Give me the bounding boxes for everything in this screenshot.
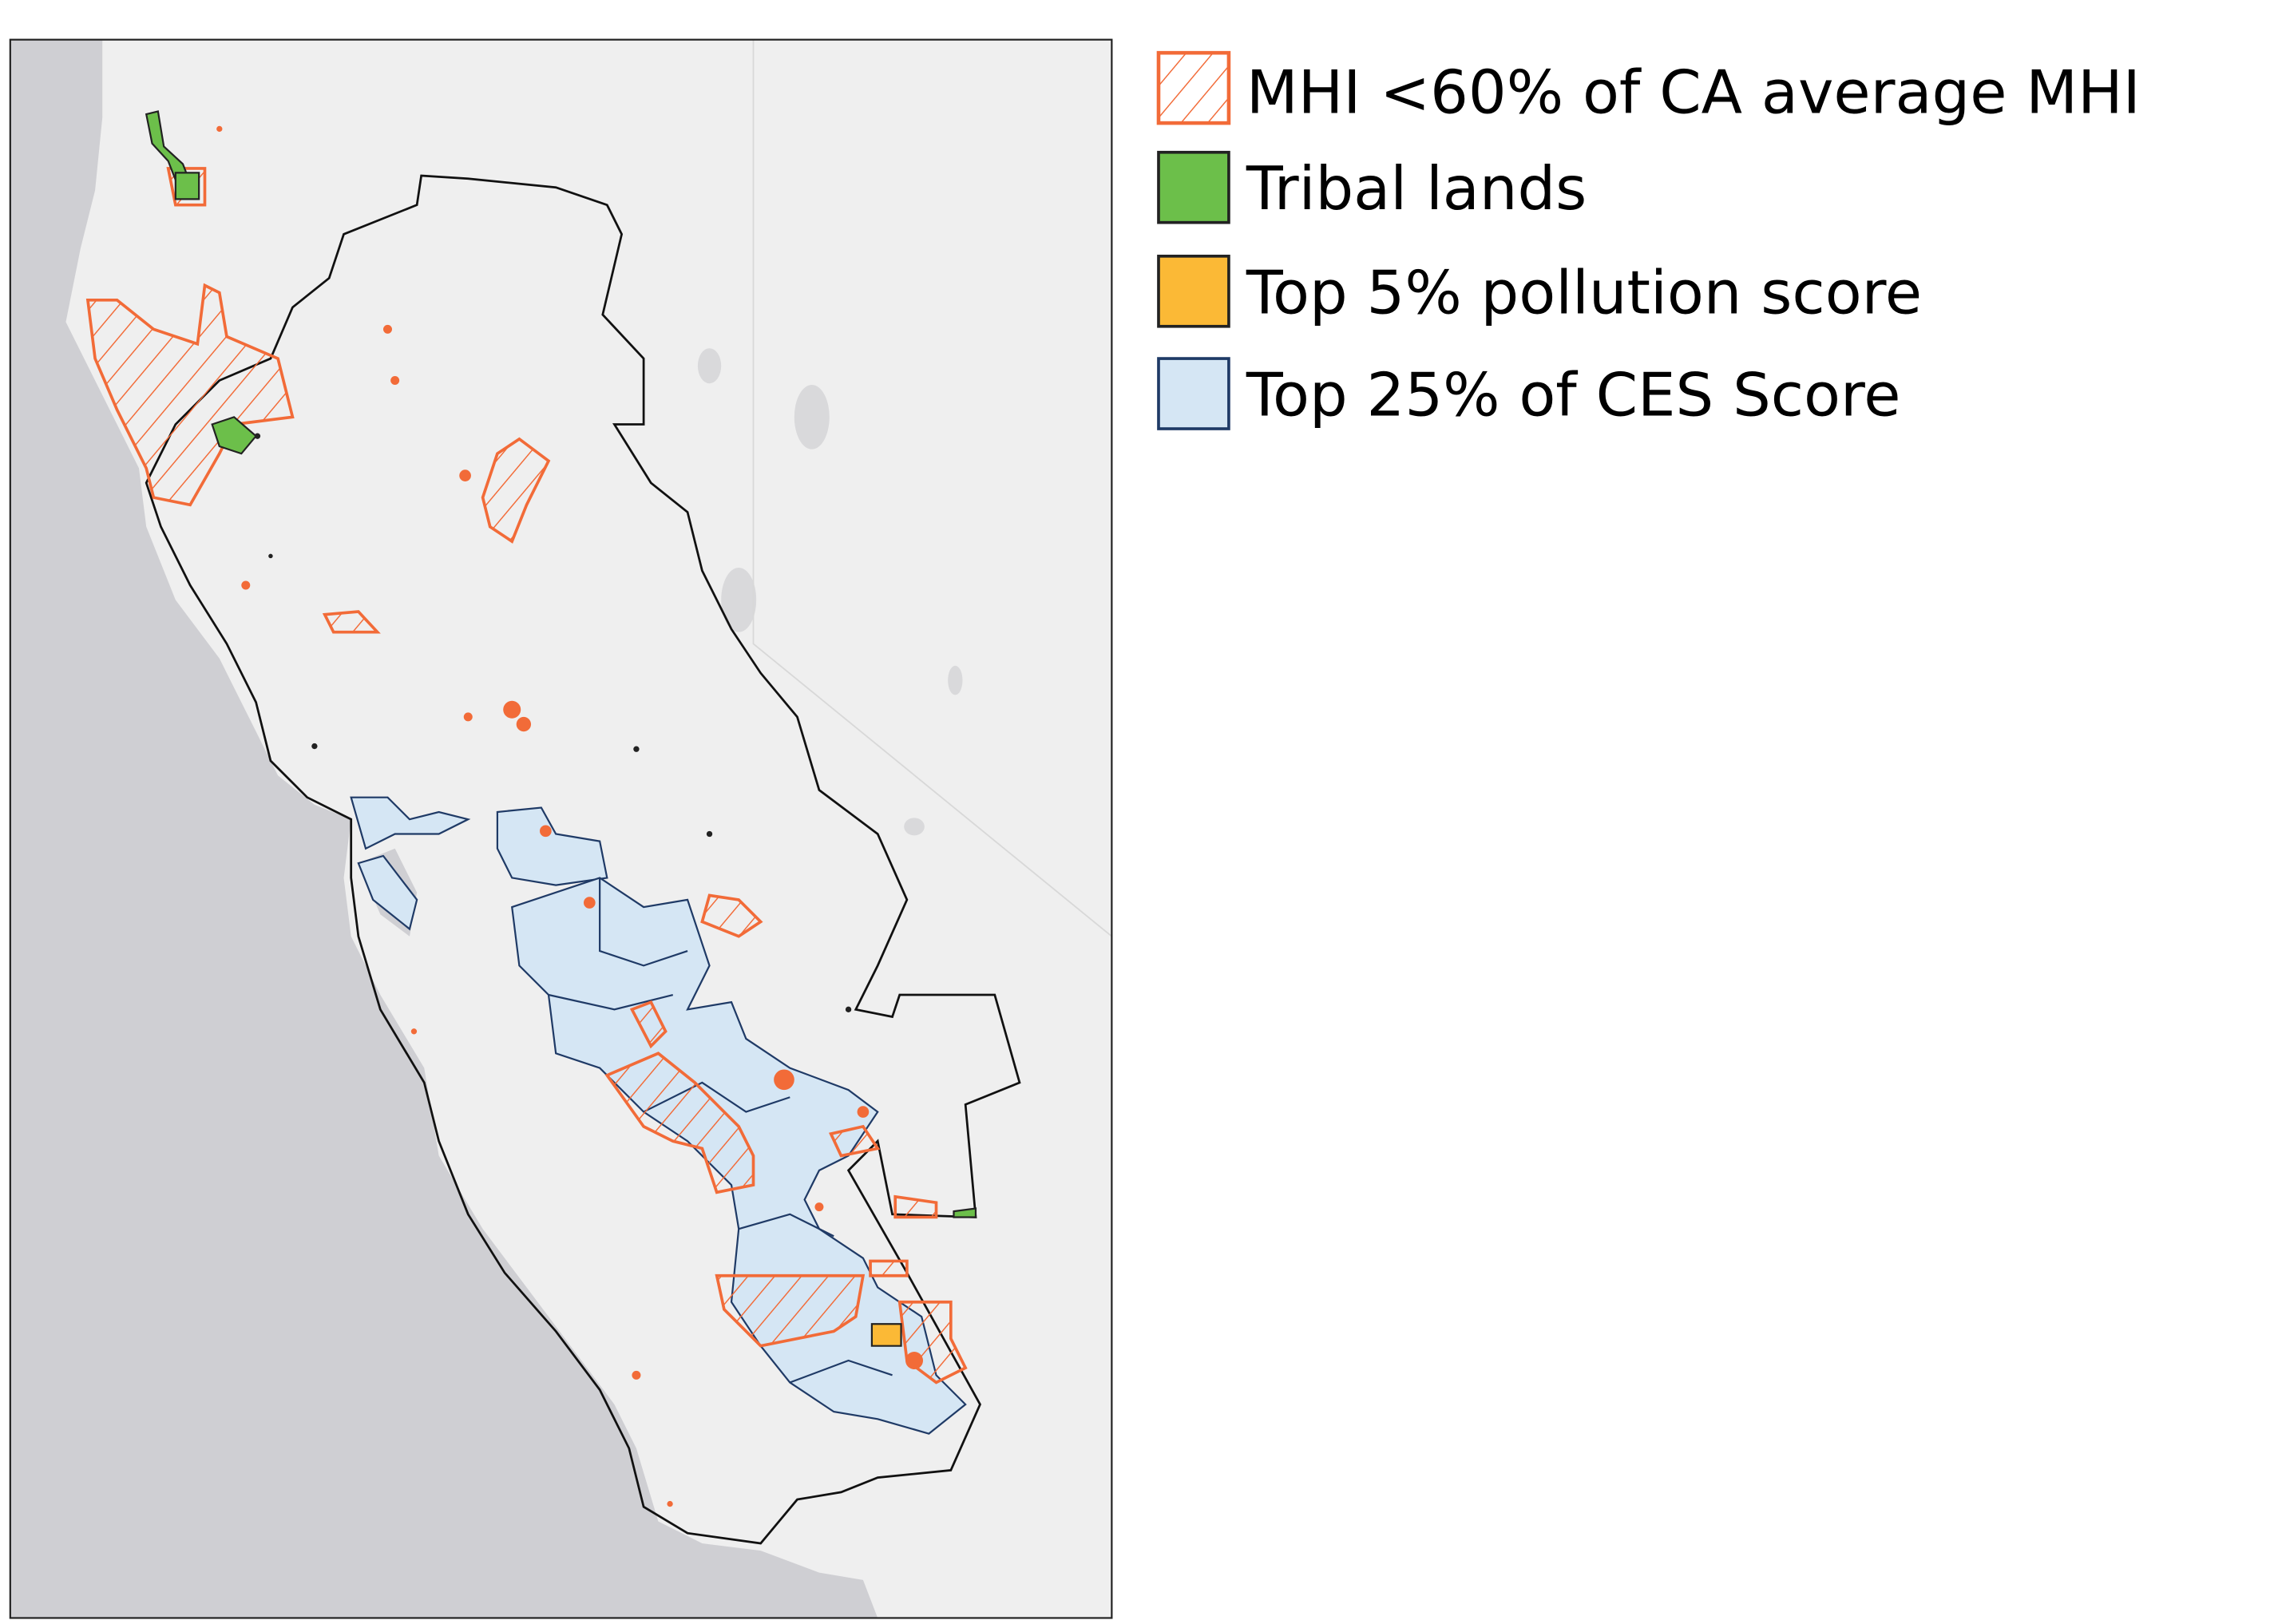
map-frame [9,38,1113,1619]
study-area-boundary [145,174,1021,1545]
ces-area-north [496,806,608,886]
mhi-area-east3 [828,1124,881,1158]
legend-swatch-hatch [1156,50,1231,125]
legend-item-pollution: Top 5% pollution score [1157,254,1922,328]
legend: MHI <60% of CA average MHI Tribal lands … [1156,50,2141,430]
mhi-area-east4 [893,1194,938,1219]
mhi-area-north-central [481,437,551,544]
mhi-area-east [700,893,763,938]
tribal-lands [145,110,977,1218]
legend-label: Top 25% of CES Score [1246,360,1901,430]
legend-swatch-green [1157,150,1230,224]
lakes [697,348,963,836]
mhi-areas [85,167,968,1384]
ces-area-bay-south [357,854,418,931]
legend-item-mhi: MHI <60% of CA average MHI [1156,50,2141,127]
mhi-area-central2 [629,1000,668,1049]
mhi-area-north2 [322,610,381,634]
legend-item-ces: Top 25% of CES Score [1157,357,1901,430]
black-small-areas [254,433,852,1012]
land [65,39,1112,1618]
mhi-area-northwest [85,283,295,507]
tribal-land-east [953,1207,977,1218]
map-panel[interactable] [10,39,1112,1618]
legend-label: MHI <60% of CA average MHI [1246,57,2141,127]
legend-label: Top 5% pollution score [1246,257,1922,327]
tribal-land-hoopa [211,416,258,455]
state-line [752,39,1112,937]
mhi-area-south [715,1273,866,1348]
legend-item-tribal: Tribal lands [1157,150,1587,224]
mhi-area-central [604,1052,755,1194]
legend-swatch-blue [1157,357,1230,430]
mhi-small-areas [216,125,924,1507]
legend-swatch-yellow [1157,254,1230,328]
ces-area-bay [350,796,471,850]
pollution-area [870,1323,902,1347]
legend-label: Tribal lands [1246,153,1587,224]
mhi-area-east2 [869,1259,909,1277]
tribal-land-north-square [174,172,200,200]
